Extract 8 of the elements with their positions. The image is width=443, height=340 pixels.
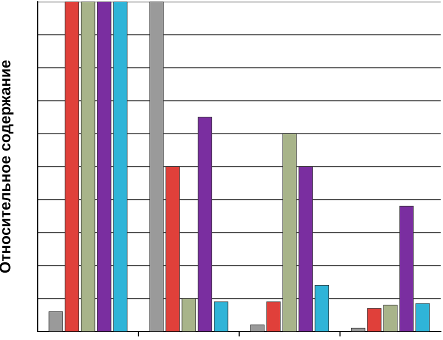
bar [416, 303, 430, 332]
bar [198, 116, 212, 332]
bar [266, 302, 281, 332]
y-axis-title: Относительное содержание [0, 60, 14, 273]
bar [399, 206, 414, 332]
bar [214, 302, 228, 332]
bar [250, 324, 264, 332]
bar [80, 2, 96, 332]
